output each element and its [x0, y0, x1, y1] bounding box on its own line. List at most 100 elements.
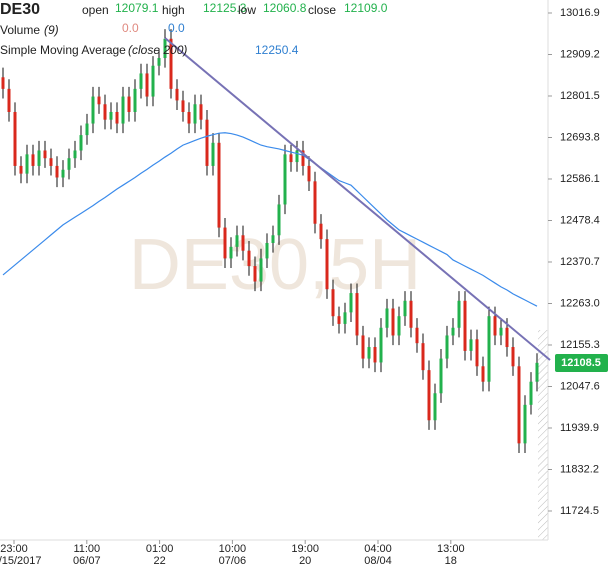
candle-body	[73, 150, 77, 159]
candle-body	[235, 235, 239, 247]
candle-body	[157, 58, 161, 66]
plot	[1, 29, 539, 453]
candle-body	[505, 327, 509, 348]
candle-body	[325, 239, 329, 290]
sma-name: Simple Moving Average	[0, 43, 126, 57]
x-tick-time: 10:00	[219, 543, 247, 555]
candle-body	[349, 293, 353, 313]
x-tick-time: 01:00	[146, 543, 174, 555]
candle-body	[301, 150, 305, 166]
candle-body	[109, 111, 113, 120]
candle-body	[457, 300, 461, 328]
candle-body	[319, 223, 323, 240]
candle-body	[493, 316, 497, 336]
y-tick-label: 12478.4	[560, 214, 600, 226]
volume-name: Volume	[0, 23, 40, 37]
candle-body	[247, 250, 251, 267]
candle-body	[223, 227, 227, 259]
candle-body	[217, 142, 221, 228]
candle-body	[259, 258, 263, 282]
candle-body	[49, 158, 53, 166]
candle-body	[193, 104, 197, 124]
candle-body	[115, 111, 119, 124]
ohlc-name: low	[238, 3, 256, 17]
x-tick-date: 07/06	[219, 555, 247, 567]
candle-body	[433, 393, 437, 421]
x-tick-time: 11:00	[73, 543, 100, 555]
candle-body	[385, 308, 389, 328]
candle-body	[79, 135, 83, 151]
ohlc-value: 12060.8	[263, 1, 307, 15]
ohlc-value: 12109.0	[344, 1, 388, 15]
candle-body	[271, 235, 275, 243]
ohlc-value: 12125.3	[203, 1, 247, 15]
candle-body	[481, 366, 485, 382]
y-tick-label: 12047.6	[560, 380, 600, 392]
price-tag-label: 12108.5	[561, 357, 601, 369]
x-tick-time: 23:00	[0, 543, 28, 555]
x-tick-date: 05/15/2017	[0, 555, 42, 567]
candle-body	[199, 104, 203, 120]
y-tick-label: 12801.5	[560, 90, 600, 102]
ohlc-name: high	[162, 3, 185, 17]
candle-body	[517, 366, 521, 444]
candle-body	[103, 104, 107, 120]
sma-params: (close 200)	[128, 43, 187, 57]
ohlc-name: open	[82, 3, 109, 17]
candle-body	[13, 111, 17, 166]
candle-body	[37, 150, 41, 166]
y-tick-label: 12693.8	[560, 131, 600, 143]
y-tick-label: 11724.5	[560, 505, 599, 517]
sma-line	[2, 132, 538, 307]
candle-body	[535, 362, 539, 382]
candle-body	[439, 358, 443, 394]
candle-body	[61, 169, 65, 178]
candle-body	[463, 300, 467, 351]
y-tick-label: 12586.1	[560, 173, 600, 185]
candle-body	[343, 312, 347, 324]
candle-body	[133, 88, 137, 112]
y-tick-label: 12370.7	[560, 256, 600, 268]
candle-body	[283, 154, 287, 205]
watermark: DE30,5H	[129, 225, 421, 305]
candle-body	[43, 150, 47, 159]
candle-body	[145, 73, 149, 97]
x-tick-time: 04:00	[364, 543, 392, 555]
candle-body	[307, 165, 311, 182]
candle-body	[175, 88, 179, 101]
candle-body	[427, 370, 431, 421]
y-tick-label: 11832.2	[560, 463, 599, 475]
candle-body	[91, 96, 95, 124]
y-tick-label: 12909.2	[560, 48, 600, 60]
volume-params: (9)	[44, 23, 59, 37]
candle-body	[355, 293, 359, 336]
candle-body	[409, 300, 413, 328]
y-tick-label: 11939.9	[560, 422, 599, 434]
x-tick-date: 20	[299, 555, 311, 567]
x-tick-date: 06/07	[73, 555, 101, 567]
candle-body	[253, 266, 257, 282]
candle-body	[211, 142, 215, 166]
candle-body	[7, 88, 11, 112]
trend-line	[164, 37, 551, 361]
ohlc-name: close	[308, 3, 336, 17]
candle-body	[379, 327, 383, 363]
candle-body	[451, 327, 455, 336]
volume-value: 0.0	[122, 21, 139, 35]
candle-body	[85, 123, 89, 136]
candle-body	[163, 38, 167, 59]
candle-body	[181, 100, 185, 112]
x-tick-date: 08/04	[364, 555, 392, 567]
candle-body	[265, 242, 269, 259]
candle-body	[97, 96, 101, 105]
candle-body	[391, 308, 395, 336]
candle-body	[169, 38, 173, 89]
candle-body	[19, 165, 23, 174]
candle-body	[445, 335, 449, 359]
volume-value: 0.0	[168, 21, 185, 35]
y-tick-label: 12155.3	[560, 339, 600, 351]
x-tick-date: 22	[153, 555, 165, 567]
price-tag	[555, 354, 608, 373]
hatch-area	[538, 330, 548, 540]
candle-body	[229, 246, 233, 259]
